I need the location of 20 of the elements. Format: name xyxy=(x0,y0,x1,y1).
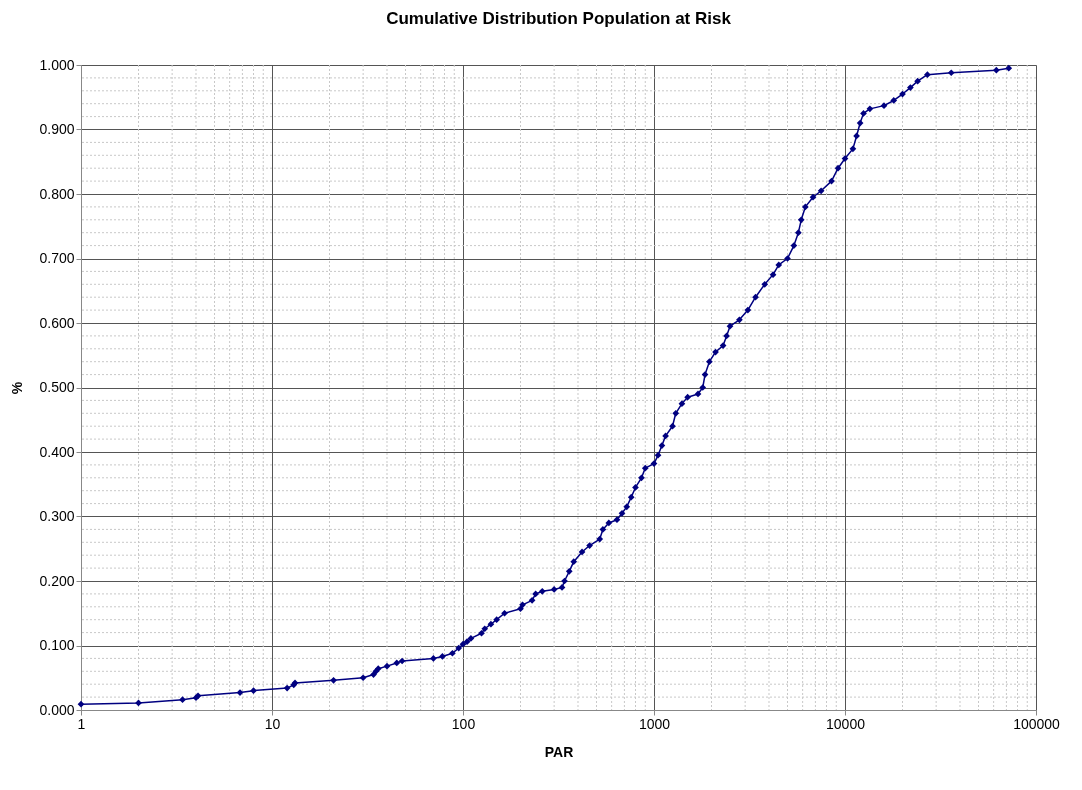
y-tick-label: 0.000 xyxy=(39,701,75,718)
x-tick-label: 1 xyxy=(77,715,86,732)
y-tick-label: 0.400 xyxy=(39,443,75,460)
y-tick-label: 0.300 xyxy=(39,508,75,524)
x-tick-label: 10000 xyxy=(826,715,866,732)
y-tick-label: 0.600 xyxy=(39,314,75,331)
y-tick-label: 0.100 xyxy=(39,637,75,653)
x-tick-label: 10 xyxy=(264,715,281,732)
y-tick-label: 0.500 xyxy=(39,379,75,395)
y-tick-label: 0.200 xyxy=(39,572,75,589)
x-tick-label: 100 xyxy=(451,715,476,732)
y-tick-label: 0.900 xyxy=(39,121,75,137)
y-tick-label: 1.000 xyxy=(39,56,75,73)
y-tick-label: 0.700 xyxy=(39,250,75,266)
y-axis-title: % xyxy=(9,381,26,395)
chart-title: Cumulative Distribution Population at Risk xyxy=(386,9,732,28)
x-axis-title: PAR xyxy=(544,743,574,760)
x-tick-label: 1000 xyxy=(638,715,671,732)
y-tick-label: 0.800 xyxy=(39,185,75,202)
x-tick-label: 100000 xyxy=(1013,715,1061,732)
